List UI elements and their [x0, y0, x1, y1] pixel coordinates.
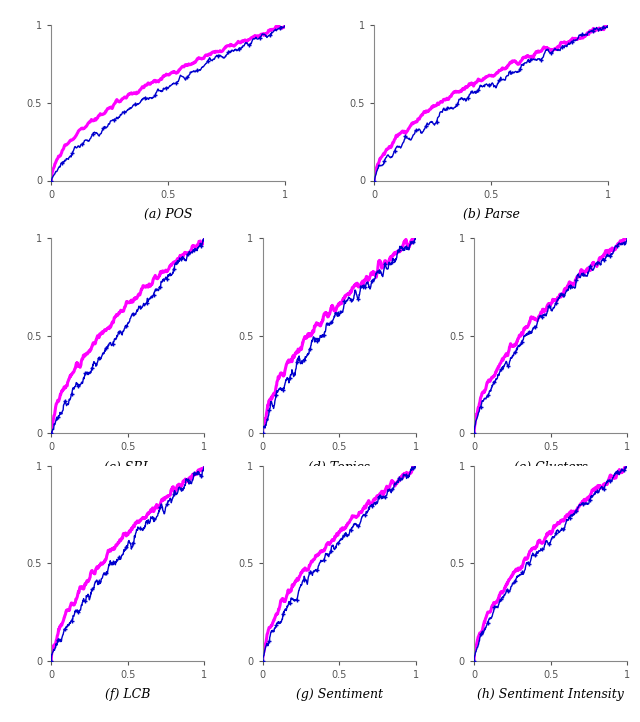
X-axis label: (e) Clusters: (e) Clusters: [514, 461, 588, 474]
X-axis label: (g) Sentiment: (g) Sentiment: [296, 688, 383, 701]
X-axis label: (f) LCB: (f) LCB: [105, 688, 150, 701]
X-axis label: (c) SRL: (c) SRL: [104, 461, 151, 474]
X-axis label: (a) POS: (a) POS: [144, 208, 193, 221]
X-axis label: (d) Topics: (d) Topics: [308, 461, 370, 474]
X-axis label: (b) Parse: (b) Parse: [463, 208, 520, 221]
X-axis label: (h) Sentiment Intensity: (h) Sentiment Intensity: [477, 688, 624, 701]
